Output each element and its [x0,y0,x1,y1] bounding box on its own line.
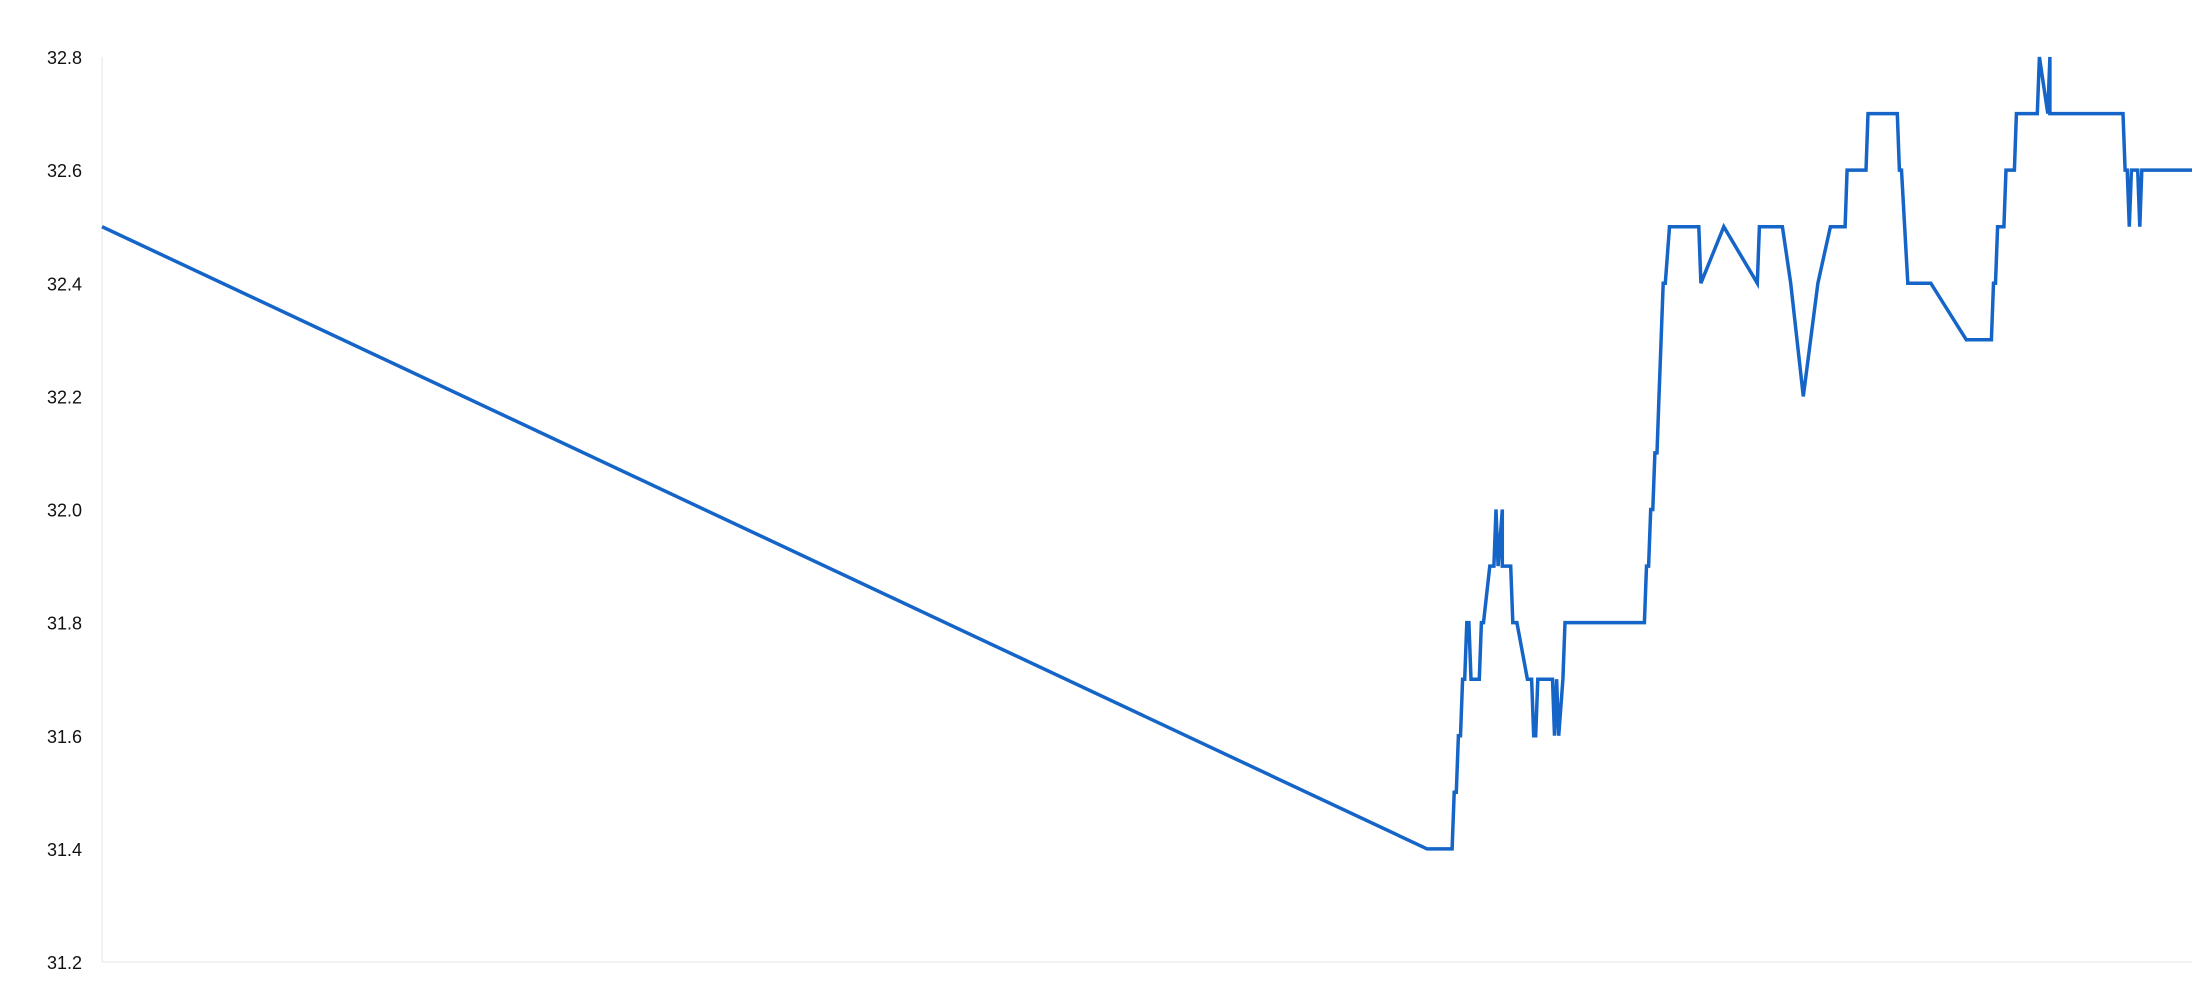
series-group [101,56,2192,851]
y-tick-label: 32.4 [47,274,82,294]
y-tick-label: 32.0 [47,501,82,521]
y-tick-label: 31.6 [47,727,82,747]
series-line [101,56,2192,851]
y-axis: 32.8 32.6 32.4 32.2 32.0 31.8 31.6 31.4 31.2 [47,48,103,973]
y-tick-labels: 32.8 32.6 32.4 32.2 32.0 31.8 31.6 31.4 31.2 [47,48,82,973]
y-tick-label: 31.8 [47,614,82,634]
y-tick-label: 31.4 [47,840,82,860]
y-tick-label: 32.2 [47,387,82,407]
y-tick-label: 31.2 [47,953,82,973]
y-tick-label: 32.6 [47,161,82,181]
y-tick-label: 32.8 [47,48,82,68]
